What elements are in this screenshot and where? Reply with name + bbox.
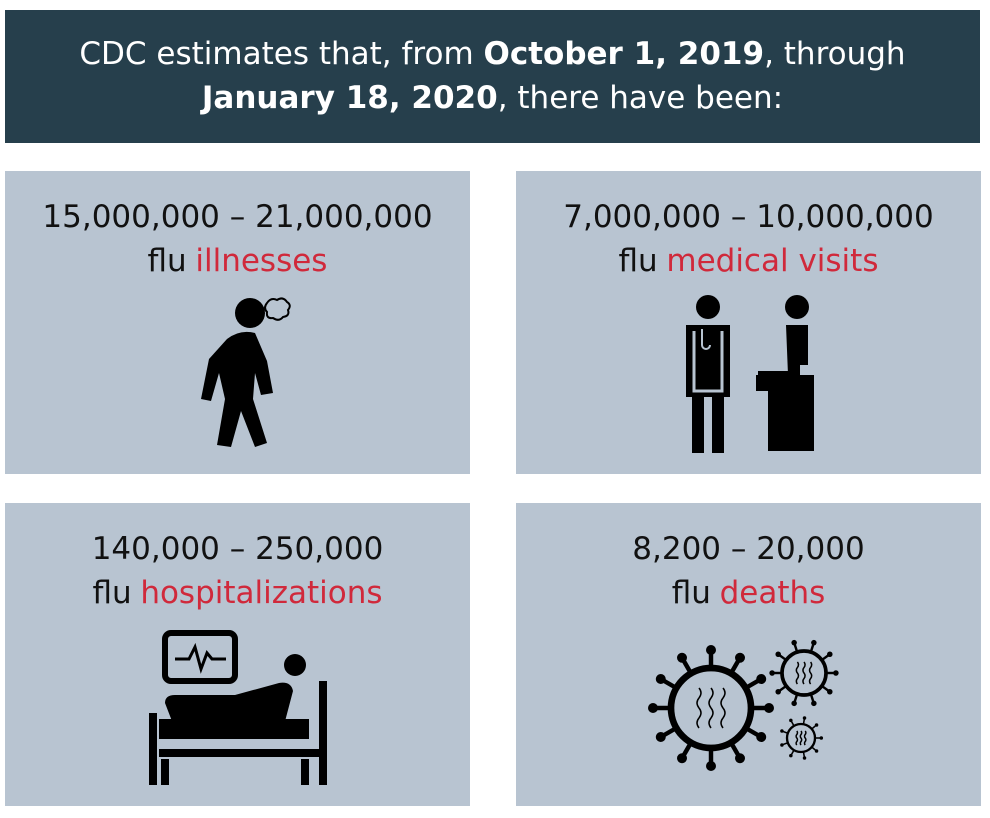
header-text: , there have been: [497,80,784,116]
prefix: flu [147,243,187,279]
sick-icon [201,297,291,447]
header-text: CDC estimates that, from [79,36,484,72]
virus-icon [648,639,839,771]
virus-part [791,700,797,707]
virus-part [696,687,702,729]
range: 15,000,000 – 21,000,000 [42,199,433,235]
virus-part [795,661,800,685]
virus-part [789,718,793,723]
virus-part [791,639,797,646]
virus-part [769,670,775,676]
virus-part [775,689,781,695]
virus-part [814,723,819,727]
subtitle: flu medical visits [516,241,981,281]
virus-part [803,730,807,746]
virus-part [799,730,803,746]
hospital-icon [149,630,327,785]
virus-part [819,736,824,740]
virus-part [764,703,774,713]
subtitle: flu hospitalizations [5,573,470,613]
virus-part [648,703,658,713]
prefix: flu [618,243,658,279]
virus-part [811,639,817,646]
label: illnesses [195,243,328,279]
header: CDC estimates that, from October 1, 2019… [5,10,980,143]
range: 7,000,000 – 10,000,000 [563,199,934,235]
virus-part [735,652,745,663]
virus-part [720,687,726,729]
virus-part [802,716,807,720]
range: 140,000 – 250,000 [91,531,384,567]
virus-part [677,753,687,764]
virus-part [808,661,813,685]
virus-part [802,661,806,685]
virus-part [756,674,767,684]
label: deaths [719,575,826,611]
prefix: flu [671,575,711,611]
label: medical visits [666,243,879,279]
virus-part [677,652,687,663]
virus-part [706,761,716,771]
virus-part [780,729,784,733]
virus-part [780,743,784,747]
virus-part [802,756,807,760]
virus-part [775,651,781,657]
subtitle: flu illnesses [5,241,470,281]
virus-part [833,670,839,676]
label: hospitalizations [140,575,383,611]
card: 140,000 – 250,000 flu hospitalizations [5,503,470,806]
card: 7,000,000 – 10,000,000 flu medical visits [516,171,981,474]
doctor-icon [686,295,814,453]
virus-part [756,732,767,742]
virus-part [735,753,745,764]
card: 8,200 – 20,000 flu deaths [516,503,981,806]
virus-part [811,700,817,707]
virus-part [789,753,793,758]
subtitle: flu deaths [516,573,981,613]
range: 8,200 – 20,000 [632,531,865,567]
header-date: October 1, 2019 [483,36,765,72]
virus-part [814,749,819,753]
virus-part [827,651,833,657]
virus-part [706,645,716,655]
virus-part [795,730,799,746]
virus-part [708,687,714,729]
virus-part [655,732,666,742]
virus-part [655,674,666,684]
card: 15,000,000 – 21,000,000 flu illnesses [5,171,470,474]
virus-part [827,689,833,695]
header-date: January 18, 2020 [201,80,498,116]
header-text: , through [764,36,906,72]
prefix: flu [92,575,132,611]
